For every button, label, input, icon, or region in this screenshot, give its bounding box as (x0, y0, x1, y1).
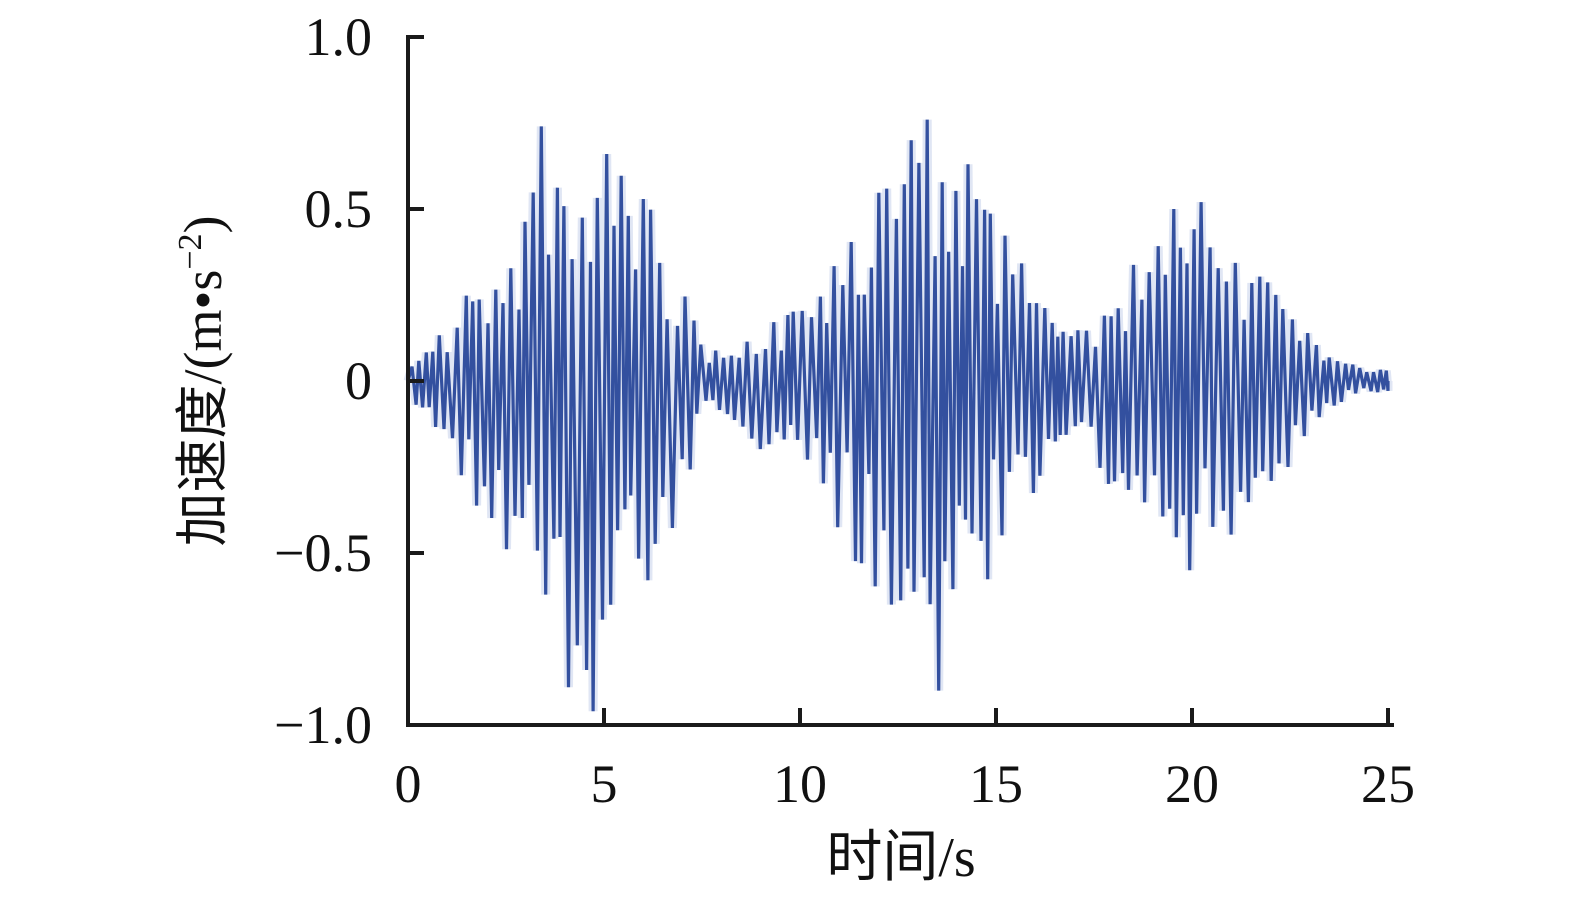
y-axis-label: 加速度/(m•s−2) (172, 215, 233, 546)
y-tick-label: 0 (345, 351, 372, 411)
x-tick-label: 5 (591, 754, 618, 814)
y-axis-label-superscript: −2 (172, 233, 209, 269)
y-tick-labels: 1.0 0.5 0 −0.5 −1.0 (274, 7, 372, 755)
y-axis-label-main: 加速度/(m•s (173, 270, 233, 547)
x-axis-label: 时间/s (826, 827, 975, 889)
waveform-series (406, 119, 1390, 712)
x-tick-labels: 0 5 10 15 20 25 (395, 754, 1416, 814)
y-tick-label: −1.0 (274, 695, 372, 755)
y-tick-label: 1.0 (305, 7, 373, 67)
y-tick-label: −0.5 (274, 523, 372, 583)
x-tick-label: 0 (395, 754, 422, 814)
x-tick-label: 20 (1165, 754, 1219, 814)
y-tick-label: 0.5 (305, 179, 373, 239)
x-tick-label: 10 (773, 754, 827, 814)
axis-ticks (406, 35, 1390, 727)
y-axis-label-close: ) (173, 215, 233, 233)
x-tick-label: 15 (969, 754, 1023, 814)
x-tick-label: 25 (1361, 754, 1415, 814)
